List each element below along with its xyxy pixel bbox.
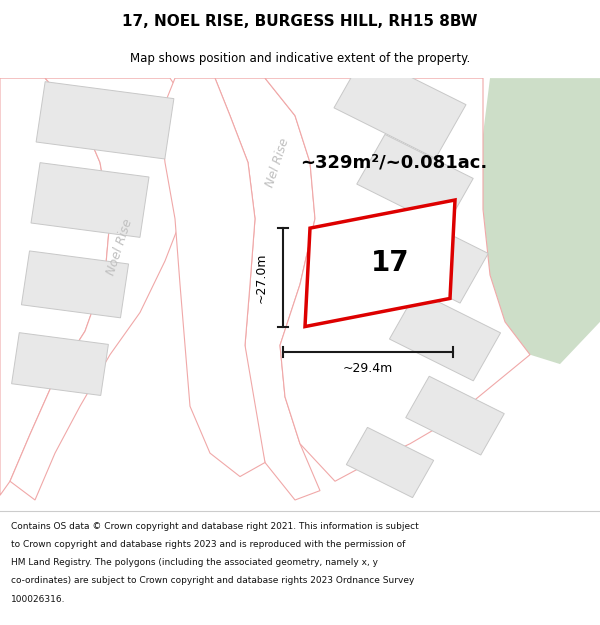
Text: Contains OS data © Crown copyright and database right 2021. This information is : Contains OS data © Crown copyright and d… [11,521,419,531]
Text: 17, NOEL RISE, BURGESS HILL, RH15 8BW: 17, NOEL RISE, BURGESS HILL, RH15 8BW [122,14,478,29]
Text: HM Land Registry. The polygons (including the associated geometry, namely x, y: HM Land Registry. The polygons (includin… [11,558,378,567]
Polygon shape [11,332,109,396]
Polygon shape [215,78,320,500]
Polygon shape [265,78,530,481]
Polygon shape [0,78,110,495]
Polygon shape [346,428,434,498]
Text: ~27.0m: ~27.0m [254,252,268,302]
Text: Noel Rise: Noel Rise [105,217,135,277]
Text: ~329m²/~0.081ac.: ~329m²/~0.081ac. [300,154,487,171]
Text: 100026316.: 100026316. [11,594,65,604]
Polygon shape [22,251,128,318]
Text: Map shows position and indicative extent of the property.: Map shows position and indicative extent… [130,52,470,65]
Polygon shape [372,209,488,303]
Polygon shape [334,54,466,159]
Text: 17: 17 [371,249,409,278]
Polygon shape [160,78,265,476]
Text: co-ordinates) are subject to Crown copyright and database rights 2023 Ordnance S: co-ordinates) are subject to Crown copyr… [11,576,414,586]
Text: ~29.4m: ~29.4m [343,362,393,375]
Polygon shape [31,162,149,238]
Text: Nel Rise: Nel Rise [264,136,292,189]
Polygon shape [305,200,455,326]
Polygon shape [357,134,473,228]
Polygon shape [389,291,500,381]
Polygon shape [483,78,600,364]
Polygon shape [406,376,504,455]
Polygon shape [36,82,174,159]
Text: to Crown copyright and database rights 2023 and is reproduced with the permissio: to Crown copyright and database rights 2… [11,540,405,549]
Polygon shape [10,78,200,500]
